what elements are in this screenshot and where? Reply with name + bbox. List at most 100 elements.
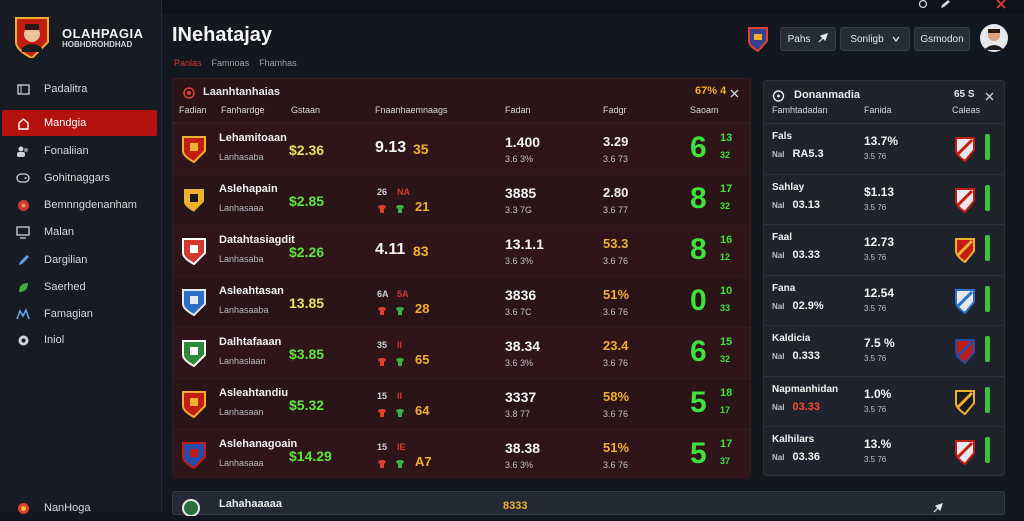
team-name[interactable]: Aslehanagoain: [219, 438, 298, 450]
team-name[interactable]: Sahlay: [772, 181, 805, 193]
standings-row[interactable]: Kalhilars Nal 03.36 13.% 3.5 76: [764, 426, 1004, 477]
score-secondary: 35: [413, 141, 429, 157]
sidebar-item-iniol[interactable]: Iniol: [2, 327, 157, 353]
stat-sub: 3.6 3%: [505, 358, 534, 368]
standings-row[interactable]: Kaldicia Nal 0.333 7.5 % 3.5 76: [764, 325, 1004, 376]
stat-sub: 3.6 77: [603, 205, 629, 215]
table-row[interactable]: Asleahtasan Lanhasaaba 13.85 6A 5A 28 3836 3.6 …: [173, 276, 750, 326]
team-crest-icon[interactable]: [747, 26, 769, 57]
score-value: 9.13: [375, 139, 407, 156]
team-name[interactable]: Fals: [772, 131, 793, 142]
table-row[interactable]: Aslehanagoain Lanhasaaa $14.29 15 IE A7 38.38 3…: [173, 429, 750, 479]
column-header[interactable]: Gstaan: [291, 105, 321, 115]
standings-row[interactable]: Fana Nal 02.9% 12.54 3.5 76: [764, 274, 1004, 326]
breadcrumb-item[interactable]: Fhamhas: [259, 58, 297, 68]
breadcrumb-item[interactable]: Famnoas: [211, 58, 250, 68]
team-name[interactable]: Asleahtasan: [219, 285, 284, 297]
score-big: 8: [690, 233, 707, 266]
team-name[interactable]: Dalhtafaaan: [219, 336, 282, 348]
column-header[interactable]: Fadan: [505, 105, 531, 115]
column-header[interactable]: Caleas: [952, 105, 981, 115]
column-header[interactable]: Saoam: [690, 105, 719, 115]
table-row[interactable]: Asleahtandiu Lanhasaan $5.32 15 II 64 3337 3.8 …: [173, 378, 750, 428]
table-row[interactable]: Dalhtafaaan Lanhaslaan $3.85 35 II 65 38.34 3.6…: [173, 327, 750, 377]
shirt-icon: [395, 201, 405, 219]
team-crest-icon: [954, 187, 976, 213]
column-header[interactable]: Fanida: [864, 105, 892, 115]
percent-value: 13.%: [864, 437, 892, 451]
matches-panel-header: Laanhtanhaias 67% 4 Fadian Fanhardge Gst…: [173, 79, 750, 123]
pin-icon: [818, 32, 829, 46]
column-header[interactable]: Fadian: [179, 105, 207, 115]
odd-value[interactable]: $2.26: [289, 244, 325, 260]
close-icon[interactable]: [985, 88, 994, 106]
value-key: Nal: [772, 251, 785, 260]
minimize-icon[interactable]: [918, 0, 928, 12]
percent-value: $1.13: [864, 184, 895, 199]
team-name[interactable]: Aslehapain: [219, 183, 278, 195]
odd-value[interactable]: 13.85: [289, 295, 325, 311]
avatar[interactable]: [980, 24, 1008, 57]
breadcrumb-item[interactable]: Panlas: [174, 58, 202, 68]
gsmodon-button[interactable]: Gsmodon: [914, 27, 970, 51]
score-minor: 17: [720, 438, 733, 450]
odd-value[interactable]: $2.85: [289, 193, 325, 209]
sidebar-item-fonaliian[interactable]: Fonaliian: [2, 138, 157, 164]
percent-sub: 3.5 76: [864, 152, 887, 161]
odd-value[interactable]: $5.32: [289, 397, 325, 413]
close-icon[interactable]: [996, 0, 1006, 12]
pin-icon[interactable]: [933, 500, 943, 518]
stat-value: 38.38: [505, 440, 541, 456]
odd-value[interactable]: $2.36: [289, 142, 325, 158]
score-big: 8: [690, 182, 707, 215]
standings-row[interactable]: Fals Nal RA5.3 13.7% 3.5 76: [764, 123, 1004, 174]
shirt-icon: [377, 303, 387, 321]
table-row[interactable]: Aslehapain Lanhasaaa $2.85 26 NA 21 3885 3.3 7G…: [173, 174, 750, 224]
sonligb-dropdown[interactable]: Sonligb: [840, 27, 910, 51]
table-row[interactable]: Datahtasiagdit Lanhasaba $2.26 4.11 83 13.1.1…: [173, 225, 750, 275]
sidebar-footer-item[interactable]: NanHoga: [2, 495, 157, 521]
standings-row[interactable]: Napmanhidan Nal 03.33 1.0% 3.5 76: [764, 375, 1004, 427]
stat-sub: 3.6 73: [603, 154, 629, 164]
sidebar-item-gohitnaggars[interactable]: Gohitnaggars: [2, 165, 157, 191]
sidebar-item-dargilian[interactable]: Dargilian: [2, 247, 157, 273]
sidebar-item-padalitra[interactable]: Padalitra: [2, 76, 157, 102]
column-header[interactable]: Fnaanhaemnaags: [375, 105, 448, 115]
team-name[interactable]: Fana: [772, 282, 796, 294]
team-name[interactable]: Asleahtandiu: [219, 387, 289, 399]
sidebar: OLAHPAGIA HOBHDROHDHAD Padalitra Mandgia…: [0, 0, 162, 514]
score-minor: 33: [720, 303, 731, 313]
table-row[interactable]: Lehamitoaan Lanhasaba $2.36 9.13 35 1.400 3.6 …: [173, 123, 750, 173]
pahs-button[interactable]: Pahs: [780, 27, 836, 51]
standings-row[interactable]: Faal Nal 03.33 12.73 3.5 76: [764, 224, 1004, 275]
mini-stat: 6A: [377, 289, 389, 299]
odd-value[interactable]: $14.29: [289, 448, 332, 464]
edit-icon[interactable]: [940, 0, 951, 12]
team-name[interactable]: Lehamitoaan: [219, 132, 287, 144]
team-crest-icon: [954, 338, 976, 365]
column-header[interactable]: Fadgr: [603, 105, 627, 115]
team-name[interactable]: Datahtasiagdit: [219, 234, 295, 246]
sidebar-item-mandgia[interactable]: Mandgia: [2, 110, 157, 136]
close-icon[interactable]: [730, 85, 739, 103]
sidebar-item-malan[interactable]: Malan: [2, 219, 157, 245]
team-subtitle: Lanhasaan: [219, 407, 264, 417]
score-big: 6: [690, 131, 707, 164]
team-name[interactable]: Faal: [772, 232, 793, 243]
score-minor: 13: [720, 132, 733, 144]
sidebar-item-famagian[interactable]: Famagian: [2, 301, 157, 327]
standings-row[interactable]: Sahlay Nal 03.13 $1.13 3.5 76: [764, 173, 1004, 225]
team-name[interactable]: Kalhilars: [772, 434, 815, 445]
score-minor: 17: [720, 405, 731, 415]
odd-value[interactable]: $3.85: [289, 346, 325, 362]
column-header[interactable]: Fanhardge: [221, 105, 265, 115]
team-name[interactable]: Napmanhidan: [772, 383, 839, 395]
chart-icon: [16, 307, 30, 321]
value-number: 03.33: [792, 249, 820, 261]
team-name[interactable]: Kaldicia: [772, 333, 811, 344]
sidebar-item-bemnngdenanham[interactable]: Bemnngdenanham: [2, 192, 157, 218]
sidebar-item-saerhed[interactable]: Saerhed: [2, 274, 157, 300]
column-header[interactable]: Famhtadadan: [772, 105, 828, 115]
stat-sub: 3.6 3%: [505, 256, 534, 266]
next-match-row[interactable]: Lahahaaaaa 8333: [172, 491, 1005, 518]
